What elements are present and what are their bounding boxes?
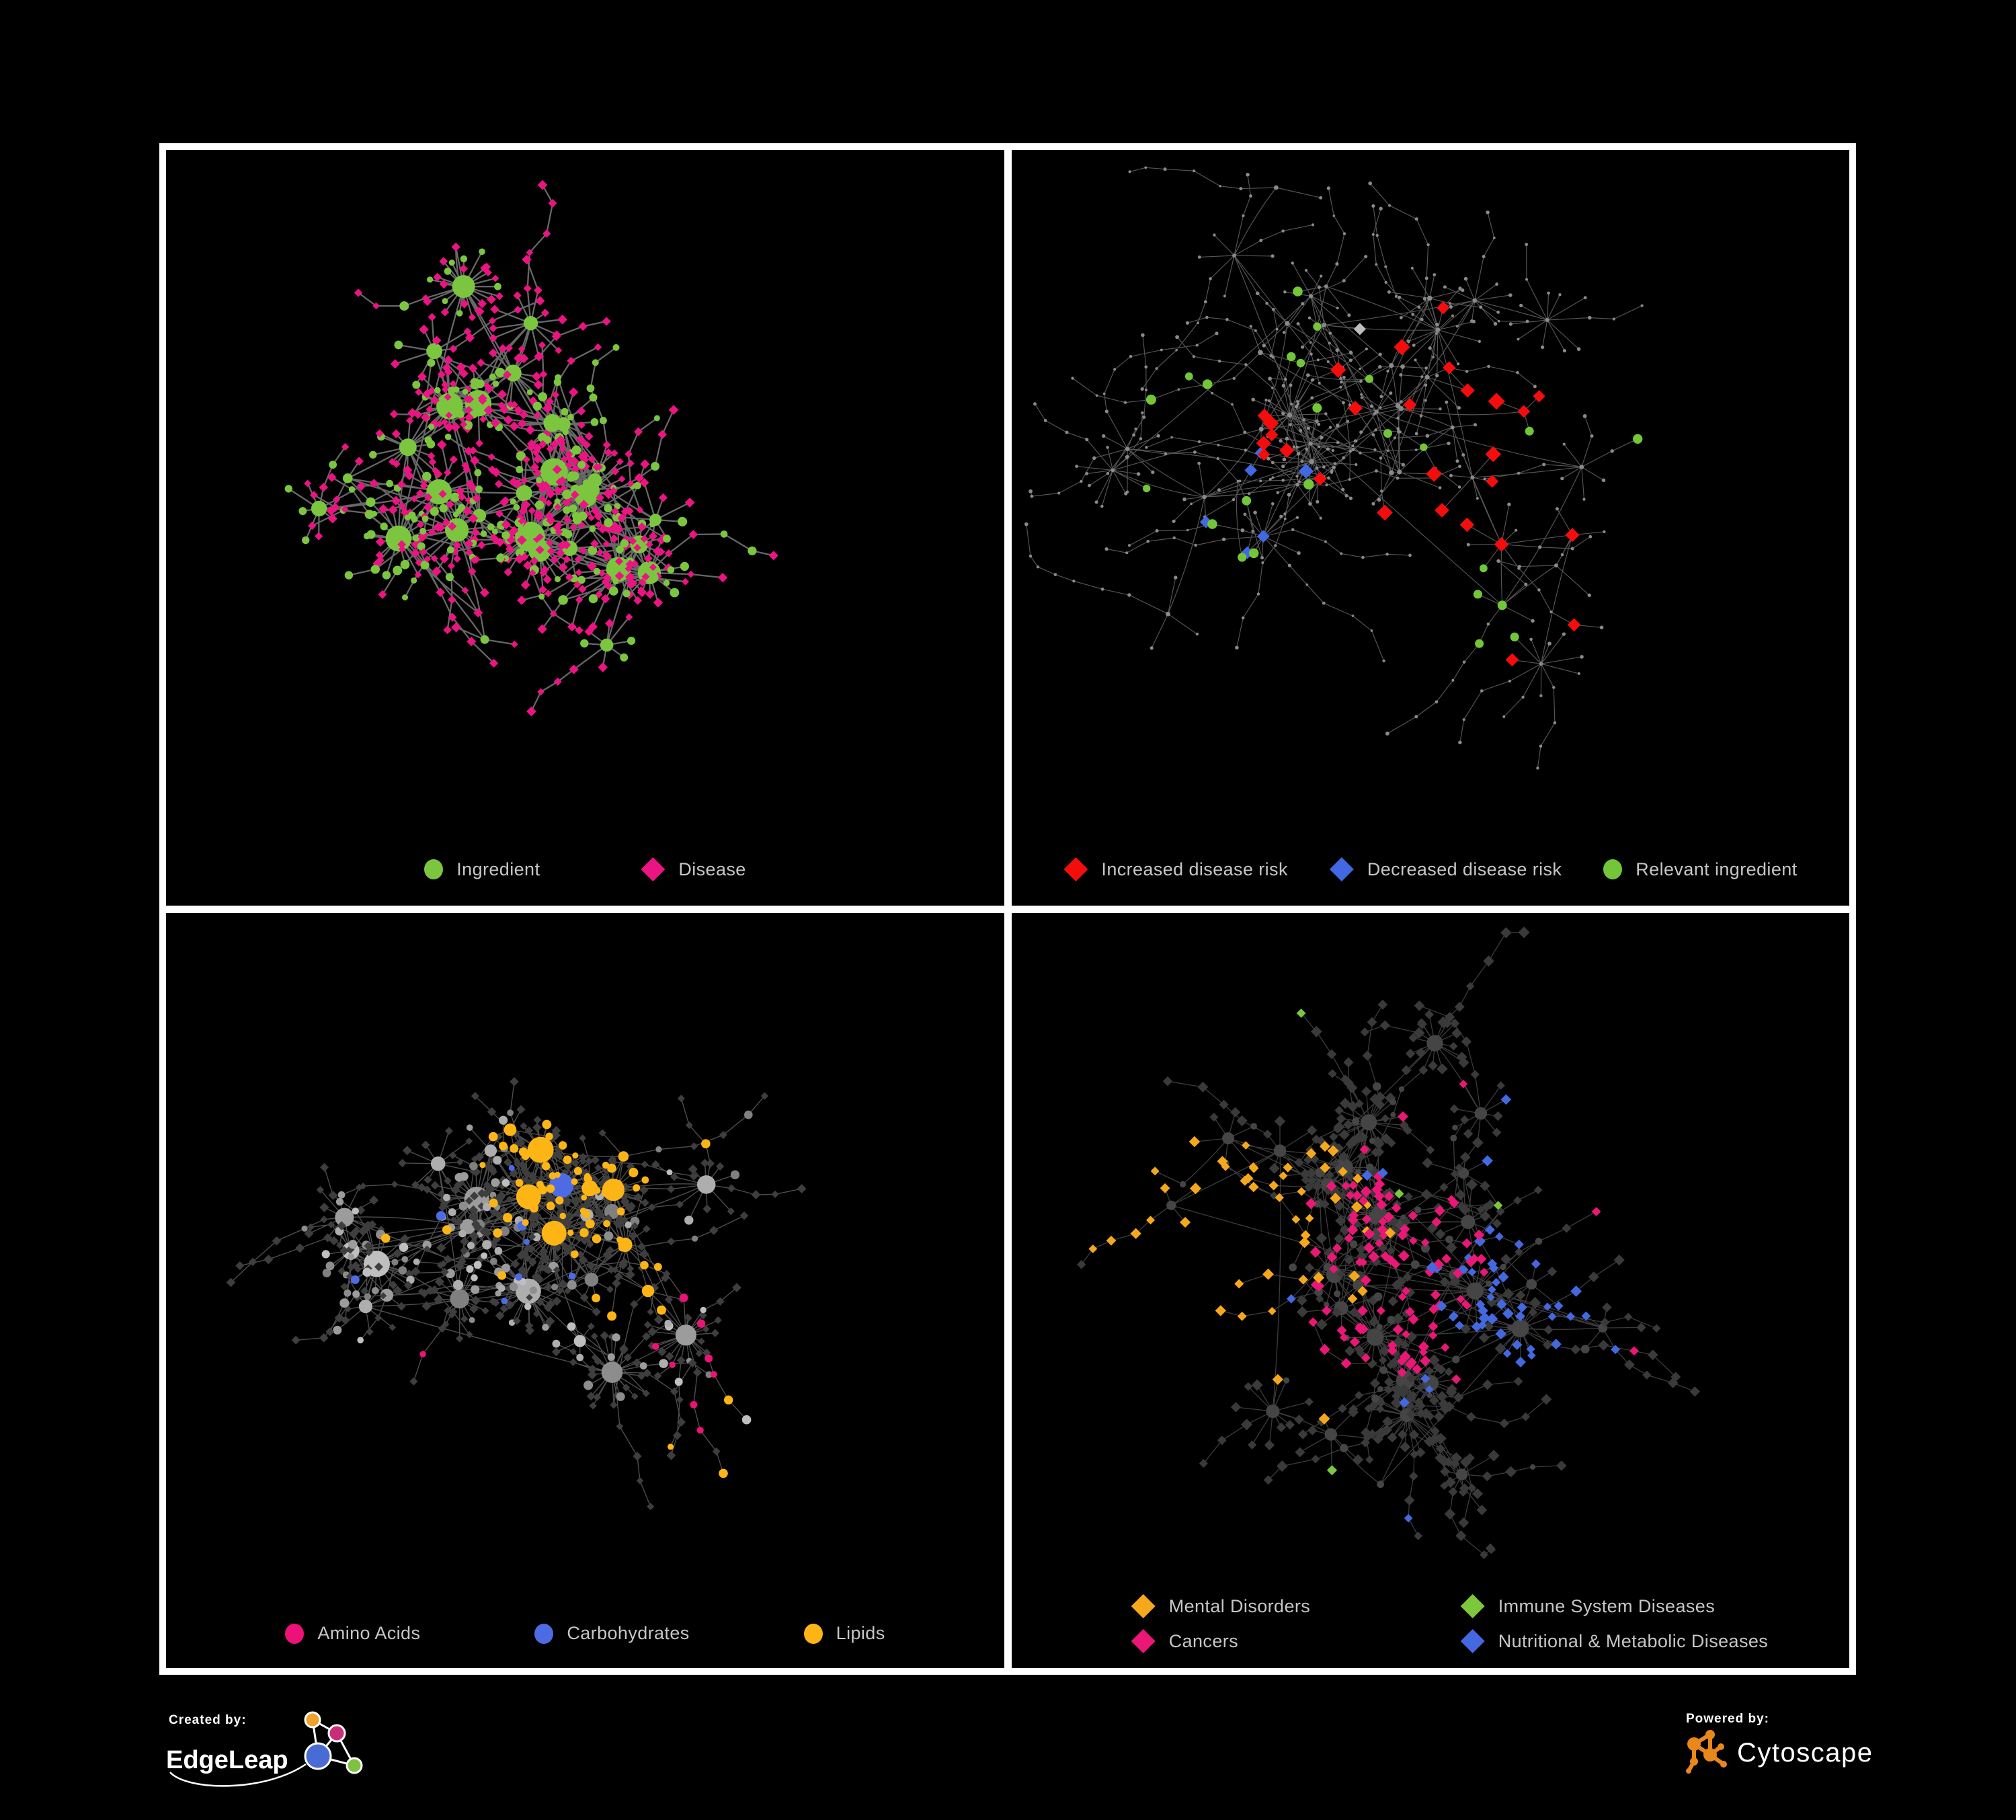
immune-diseases-swatch [1460,1594,1485,1618]
edgeleap-brand-text: EdgeLeap [166,1746,288,1774]
legend-label-amino-acids: Amino Acids [317,1623,421,1643]
mental-disorders-swatch [1131,1594,1156,1618]
legend-label-nutritional-metabolic: Nutritional & Metabolic Diseases [1498,1630,1769,1651]
legend-item-increased-risk: Increased disease risk [1063,857,1287,881]
amino-acids-swatch [285,1623,305,1644]
created-by-label: Created by: [169,1713,247,1727]
cytoscape-credit: Powered by: Cytoscape [1681,1706,1936,1790]
legend-label-immune-diseases: Immune System Diseases [1498,1595,1716,1616]
cytoscape-logo: Powered by: Cytoscape [1686,1712,1873,1774]
cytoscape-brand-text: Cytoscape [1737,1738,1873,1768]
panel-ingredient-disease: Ingredient Disease [166,150,1004,906]
legend-item-relevant-ingredient: Relevant ingredient [1603,859,1797,880]
legend-item-lipids: Lipids [803,1623,885,1644]
legend-item-ingredient: Ingredient [424,859,540,880]
legend-label-mental-disorders: Mental Disorders [1168,1595,1311,1616]
legend-label-cancers: Cancers [1168,1630,1239,1651]
legend-disease-categories: Mental Disorders Immune System Diseases … [1131,1594,1768,1653]
legend-label-relevant-ingredient: Relevant ingredient [1636,859,1798,879]
legend-label-decreased-risk: Decreased disease risk [1367,859,1562,879]
edgeleap-network-icon [169,1711,363,1787]
edgeleap-logo: Created by: EdgeLeap [166,1711,363,1787]
legend-item-cancers: Cancers [1131,1629,1238,1653]
increased-risk-swatch [1063,857,1088,881]
edgeleap-credit: Created by: EdgeLeap [163,1706,432,1811]
powered-by-label: Powered by: [1686,1712,1769,1726]
legend-disease-risk: Increased disease risk Decreased disease… [1012,857,1849,881]
legend-label-carbohydrates: Carbohydrates [567,1623,690,1643]
cytoscape-network-icon [1686,1730,1727,1774]
legend-metabolites: Amino Acids Carbohydrates Lipids [166,1623,1004,1644]
legend-label-lipids: Lipids [836,1623,885,1643]
metabolite-network-graph [226,1077,807,1511]
ingredient-swatch [424,859,444,879]
legend-item-immune-diseases: Immune System Diseases [1460,1594,1716,1618]
ingredient-disease-network-graph [284,180,778,717]
legend-label-disease: Disease [678,859,746,879]
legend-item-amino-acids: Amino Acids [285,1623,420,1644]
disease-swatch [641,857,666,881]
lipids-swatch [803,1623,823,1644]
relevant-ingredient-swatch [1603,859,1623,879]
disease-risk-network-graph [1024,166,1644,770]
legend-item-disease: Disease [641,857,745,881]
legend-item-decreased-risk: Decreased disease risk [1329,857,1562,881]
legend-label-ingredient: Ingredient [456,859,540,879]
legend-item-nutritional-metabolic: Nutritional & Metabolic Diseases [1460,1629,1769,1653]
nutritional-metabolic-swatch [1460,1629,1485,1653]
disease-category-network-graph [1077,926,1700,1559]
legend-item-carbohydrates: Carbohydrates [534,1623,689,1644]
panel-metabolite-categories: Amino Acids Carbohydrates Lipids [166,913,1004,1668]
legend-item-mental-disorders: Mental Disorders [1131,1594,1310,1618]
legend-label-increased-risk: Increased disease risk [1101,859,1288,879]
carbohydrates-swatch [534,1623,554,1644]
figure-grid: Ingredient Disease Increased disease ris… [159,143,1856,1675]
panel-disease-risk: Increased disease risk Decreased disease… [1012,150,1849,906]
cancers-swatch [1131,1629,1156,1653]
legend-ingredient-disease: Ingredient Disease [166,857,1004,881]
decreased-risk-swatch [1329,857,1354,881]
panel-disease-categories: Mental Disorders Immune System Diseases … [1012,913,1849,1668]
